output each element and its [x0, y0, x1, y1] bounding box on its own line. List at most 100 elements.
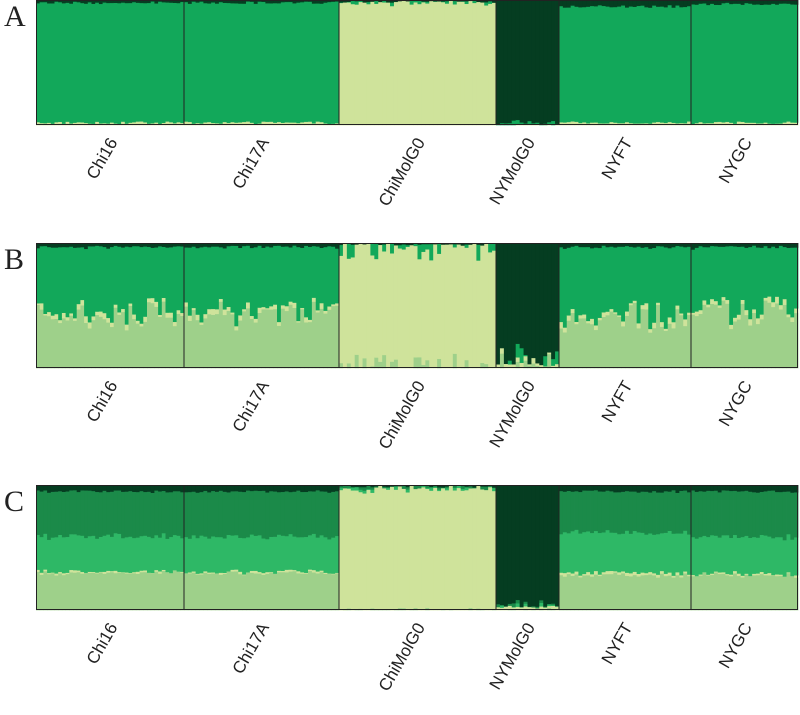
bar-segment [296, 247, 300, 321]
bar-segment [188, 492, 192, 539]
bar-segment [602, 312, 606, 317]
bar-segment [304, 537, 308, 573]
bar-segment [535, 0, 539, 123]
bar-segment [300, 309, 304, 368]
bar-segment [370, 493, 374, 609]
bar-segment [656, 485, 660, 493]
bar-segment [262, 248, 266, 308]
bar-segment [524, 243, 528, 355]
bar-segment [710, 246, 714, 299]
bar-segment [539, 606, 543, 609]
bar-segment [752, 4, 756, 122]
bar-segment [512, 603, 516, 607]
bar-segment [767, 248, 771, 297]
bar-segment [748, 576, 752, 610]
bar-segment [683, 571, 687, 573]
bar-segment [609, 574, 613, 610]
bar-segment [402, 489, 406, 609]
bar-segment [188, 485, 192, 492]
bar-segment [691, 243, 695, 250]
bar-segment [324, 574, 328, 611]
bar-segment [110, 492, 114, 537]
bar-segment [748, 492, 752, 538]
bar-segment [343, 488, 347, 610]
bar-segment [629, 6, 633, 123]
bar-segment [55, 485, 59, 492]
bar-segment [691, 4, 695, 124]
bar-segment [609, 7, 613, 122]
bar-segment [664, 329, 668, 331]
bar-segment [733, 573, 737, 610]
panel-letter-b: B [4, 243, 24, 277]
bar-segment [656, 575, 660, 578]
bar-segment [752, 485, 756, 492]
bar-segment [114, 3, 118, 124]
bar-segment [73, 318, 77, 321]
bar-segment [433, 2, 437, 126]
bar-segment [699, 575, 703, 610]
bar-segment [169, 485, 173, 492]
bar-segment [760, 535, 764, 572]
bar-segment [184, 2, 188, 122]
bar-segment [702, 247, 706, 301]
bar-segment [633, 247, 637, 301]
bar-segment [132, 246, 136, 315]
bar-segment [668, 324, 672, 369]
bar-segment [718, 574, 722, 611]
bar-segment [169, 247, 173, 313]
bar-segment [196, 538, 200, 574]
bar-segment [173, 322, 177, 326]
bar-segment [775, 485, 779, 492]
bar-segment [775, 248, 779, 297]
bar-segment [281, 536, 285, 571]
bar-segment [374, 487, 378, 609]
bar-segment [308, 571, 312, 611]
bar-segment [760, 5, 764, 124]
bar-segment [234, 326, 238, 330]
bar-segment [43, 2, 47, 123]
bar-segment [516, 603, 520, 607]
bar-segment [461, 245, 465, 367]
bar-segment [103, 247, 107, 313]
bar-segment [277, 245, 281, 322]
bar-segment [62, 537, 66, 573]
bar-segment [524, 485, 528, 602]
bar-segment [722, 490, 726, 535]
bar-segment [449, 244, 453, 368]
bar-segment [223, 3, 227, 122]
bar-segment [316, 490, 320, 538]
bar-segment [733, 571, 737, 574]
bar-segment [672, 247, 676, 322]
bar-segment [158, 315, 162, 317]
bar-segment [625, 576, 629, 611]
bar-segment [347, 2, 351, 125]
bar-segment [129, 491, 133, 537]
bar-segment [374, 4, 378, 126]
bar-segment [445, 1, 449, 4]
bar-segment [683, 490, 687, 531]
bar-segment [188, 538, 192, 572]
bar-segment [733, 321, 737, 368]
bar-segment [737, 538, 741, 574]
bar-segment [66, 317, 70, 321]
bar-segment [547, 485, 551, 604]
bar-segment [200, 574, 204, 610]
bar-segment [366, 490, 370, 611]
bar-segment [254, 536, 258, 571]
bar-segment [414, 357, 418, 368]
bar-segment [351, 245, 355, 258]
bar-segment [103, 2, 107, 123]
bar-segment [95, 573, 99, 610]
bar-segment [238, 3, 242, 122]
bar-segment [277, 322, 281, 326]
bar-segment [262, 307, 266, 310]
bar-segment [196, 485, 200, 493]
bar-segment [575, 0, 579, 7]
bar-segment [262, 573, 266, 575]
bar-segment [331, 306, 335, 368]
bar-segment [254, 4, 258, 124]
bar-segment [675, 533, 679, 572]
population-label: NYGC [715, 135, 756, 187]
bar-segment [453, 244, 457, 247]
